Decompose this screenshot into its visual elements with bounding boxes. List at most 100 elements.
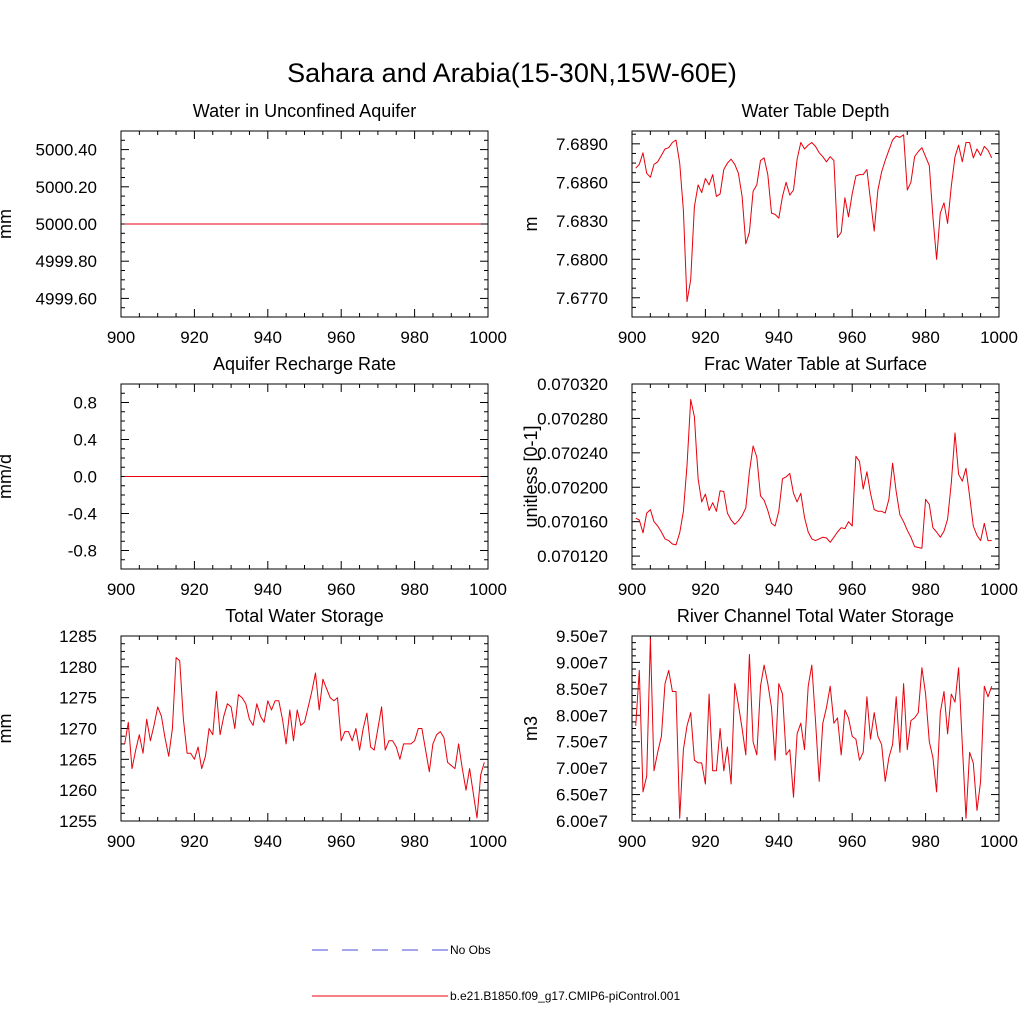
y-tick-label: 9.50e7	[556, 627, 608, 646]
panels: Water in Unconfined Aquifer mm 900 920 940 96…	[0, 101, 1018, 851]
panel-title: Water in Unconfined Aquifer	[193, 101, 416, 121]
x-tick-label: 920	[180, 328, 208, 347]
chart-panel-1: Water in Unconfined Aquifer mm 900 920 940 96…	[0, 101, 507, 347]
y-tick-label: 5000.20	[36, 178, 97, 197]
chart-panel-6: River Channel Total Water Storage m3 900 92…	[521, 606, 1018, 851]
y-tick-label: 7.50e7	[556, 733, 608, 752]
chart-panel-3: Aquifer Recharge Rate mm/d 900 920 940 960 980…	[0, 354, 507, 599]
plot-frame	[631, 130, 1000, 318]
series-line-1	[124, 657, 485, 819]
y-tick-label: 1275	[59, 689, 97, 708]
panel-title: Total Water Storage	[225, 606, 383, 626]
panel-title: Aquifer Recharge Rate	[213, 354, 396, 374]
chart-panel-2: Water Table Depth m 900 920 940 960 980 1000 7.6…	[521, 101, 1018, 347]
x-tick-label: 980	[400, 832, 428, 851]
x-tick-label: 1000	[469, 328, 507, 347]
x-tick-label: 900	[618, 832, 646, 851]
y-axis-label: mm	[0, 714, 15, 744]
x-tick-label: 980	[911, 328, 939, 347]
x-tick-label: 960	[327, 832, 355, 851]
x-tick-label: 940	[765, 580, 793, 599]
x-tick-label: 960	[838, 328, 866, 347]
y-tick-label: 0.4	[73, 431, 97, 450]
x-tick-label: 940	[254, 328, 282, 347]
legend-label-1: No Obs	[450, 943, 491, 957]
y-axis-label: m	[521, 217, 541, 232]
x-tick-label: 960	[838, 832, 866, 851]
y-tick-label: 1285	[59, 627, 97, 646]
x-tick-label: 920	[180, 580, 208, 599]
y-tick-label: 0.0	[73, 468, 97, 487]
x-tick-label: 900	[618, 328, 646, 347]
x-tick-label: 980	[911, 832, 939, 851]
y-tick-label: -0.4	[68, 505, 97, 524]
x-tick-label: 920	[691, 832, 719, 851]
y-tick-label: 0.070120	[537, 547, 608, 566]
y-tick-label: 7.6830	[556, 212, 608, 231]
legend-label-2: b.e21.B1850.f09_g17.CMIP6-piControl.001	[450, 989, 680, 1003]
y-tick-label: 1255	[59, 812, 97, 831]
y-tick-label: 5000.00	[36, 215, 97, 234]
y-axis-label: mm	[0, 209, 15, 239]
y-tick-label: 7.6890	[556, 135, 608, 154]
x-tick-label: 1000	[980, 328, 1018, 347]
y-tick-label: 0.070280	[537, 409, 608, 428]
panel-title: River Channel Total Water Storage	[677, 606, 954, 626]
y-tick-label: 0.070200	[537, 478, 608, 497]
y-tick-label: 0.8	[73, 394, 97, 413]
y-tick-label: 8.00e7	[556, 706, 608, 725]
figure-title: Sahara and Arabia(15-30N,15W-60E)	[287, 58, 737, 88]
y-tick-label: 7.6770	[556, 289, 608, 308]
y-tick-label: 8.50e7	[556, 680, 608, 699]
x-tick-label: 1000	[980, 580, 1018, 599]
x-tick-label: 960	[838, 580, 866, 599]
x-tick-label: 900	[107, 832, 135, 851]
y-tick-label: 4999.60	[36, 289, 97, 308]
x-tick-label: 900	[618, 580, 646, 599]
x-tick-label: 980	[400, 328, 428, 347]
y-tick-label: 9.00e7	[556, 653, 608, 672]
x-tick-label: 900	[107, 328, 135, 347]
chart-panel-4: Frac Water Table at Surface unitless [0-1…	[521, 354, 1018, 599]
x-tick-label: 940	[765, 832, 793, 851]
y-tick-label: 1270	[59, 720, 97, 739]
y-tick-label: 0.070320	[537, 375, 608, 394]
y-tick-label: -0.8	[68, 542, 97, 561]
series-line-1	[635, 638, 993, 819]
x-tick-label: 920	[691, 580, 719, 599]
x-tick-label: 960	[327, 328, 355, 347]
y-tick-label: 0.070160	[537, 513, 608, 532]
y-tick-label: 7.00e7	[556, 759, 608, 778]
y-tick-label: 7.6860	[556, 173, 608, 192]
panel-title: Water Table Depth	[741, 101, 889, 121]
plot-frame	[631, 383, 1000, 570]
x-tick-label: 920	[691, 328, 719, 347]
x-tick-label: 960	[327, 580, 355, 599]
y-tick-label: 1265	[59, 750, 97, 769]
x-tick-label: 940	[254, 580, 282, 599]
y-tick-label: 6.00e7	[556, 812, 608, 831]
x-tick-label: 1000	[469, 580, 507, 599]
y-tick-label: 1260	[59, 781, 97, 800]
x-tick-label: 1000	[469, 832, 507, 851]
x-tick-label: 980	[400, 580, 428, 599]
series-line-1	[635, 134, 993, 303]
y-tick-label: 5000.40	[36, 141, 97, 160]
series-line-1	[635, 399, 992, 549]
y-axis-label: m3	[521, 716, 541, 741]
y-tick-label: 1280	[59, 658, 97, 677]
x-tick-label: 920	[180, 832, 208, 851]
y-axis-label: mm/d	[0, 454, 15, 499]
y-axis-label: unitless [0-1]	[521, 425, 541, 527]
y-tick-label: 6.50e7	[556, 786, 608, 805]
chart-panel-5: Total Water Storage mm 900 920 940 960 980 1000…	[0, 606, 507, 851]
panel-title: Frac Water Table at Surface	[704, 354, 927, 374]
y-tick-label: 4999.80	[36, 252, 97, 271]
x-tick-label: 980	[911, 580, 939, 599]
x-tick-label: 1000	[980, 832, 1018, 851]
legend: No Obs b.e21.B1850.f09_g17.CMIP6-piContro…	[312, 943, 680, 1003]
x-tick-label: 900	[107, 580, 135, 599]
x-tick-label: 940	[765, 328, 793, 347]
y-tick-label: 0.070240	[537, 444, 608, 463]
